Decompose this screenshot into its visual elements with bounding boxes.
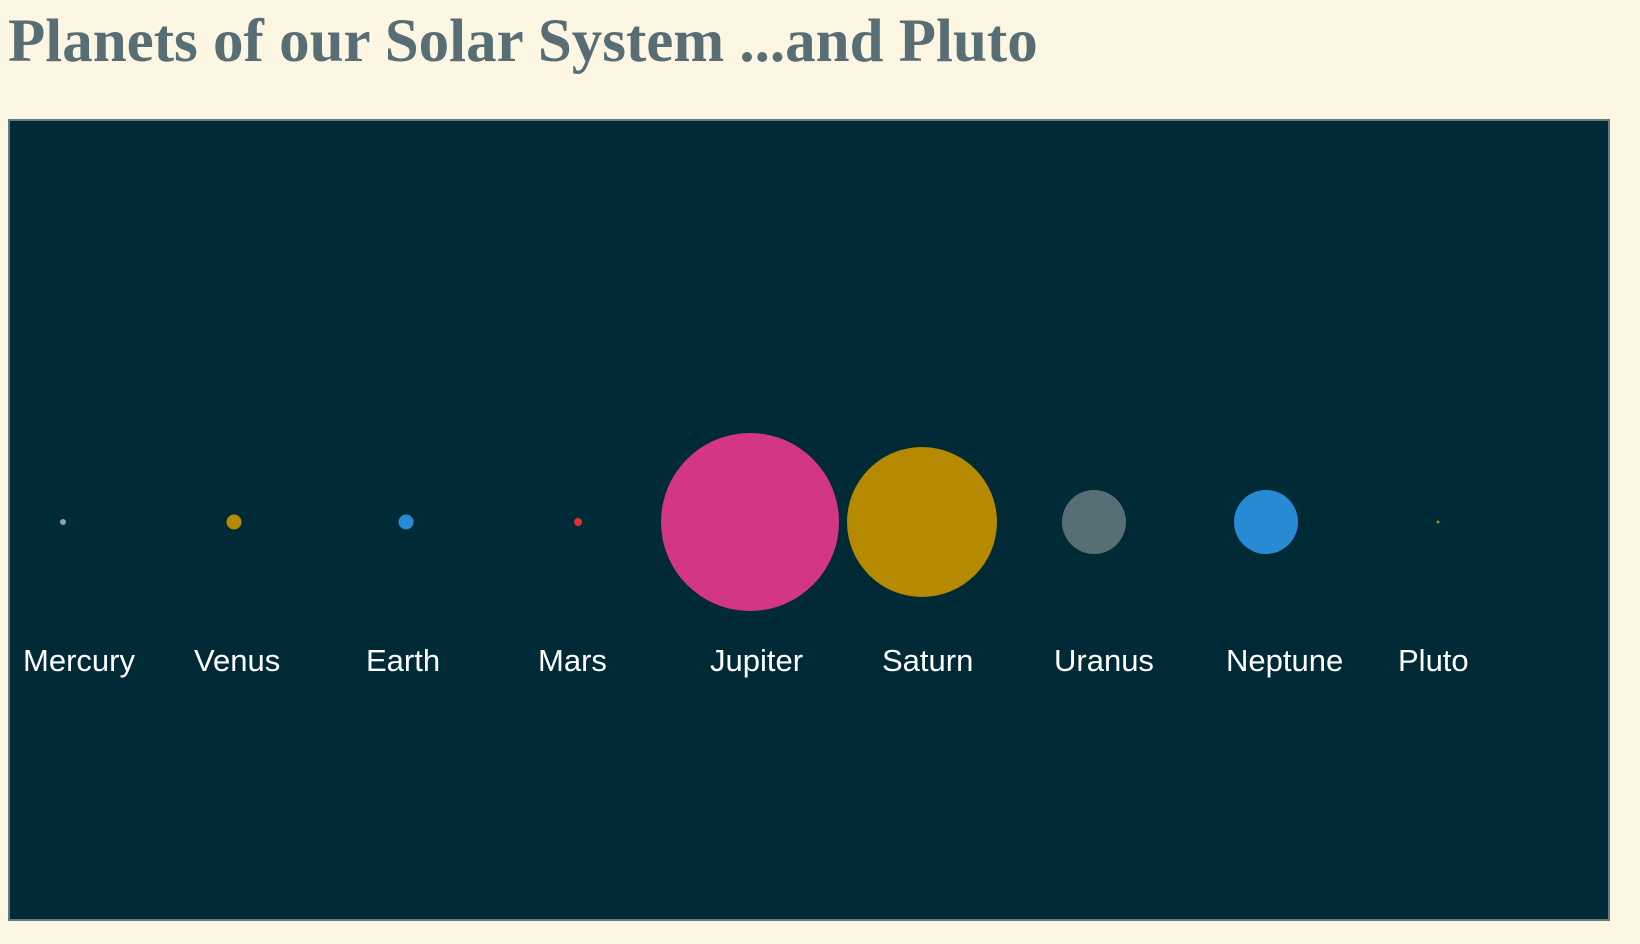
page-title: Planets of our Solar System ...and Pluto (8, 8, 1038, 75)
planet-label-mercury: Mercury (23, 643, 135, 678)
planet-saturn: Saturn (847, 447, 997, 678)
planet-label-uranus: Uranus (1054, 643, 1154, 678)
planet-venus: Venus (194, 514, 280, 678)
planet-label-earth: Earth (366, 643, 440, 678)
planet-circle-venus (226, 514, 242, 530)
planet-circle-uranus (1062, 490, 1126, 554)
planet-layer: Mercury Venus Earth Mars Jupiter Saturn Uranus… (23, 433, 1469, 678)
planet-circle-jupiter (661, 433, 839, 611)
solar-system-panel: Mercury Venus Earth Mars Jupiter Saturn Uranus… (8, 119, 1610, 921)
planet-label-venus: Venus (194, 643, 280, 678)
planet-label-jupiter: Jupiter (710, 643, 803, 678)
planet-pluto: Pluto (1398, 520, 1469, 678)
planet-label-mars: Mars (538, 643, 607, 678)
planet-earth: Earth (366, 514, 440, 678)
planet-label-neptune: Neptune (1226, 643, 1343, 678)
planet-mercury: Mercury (23, 519, 135, 678)
planet-jupiter: Jupiter (661, 433, 839, 678)
planet-circle-earth (398, 514, 414, 530)
planet-circle-mars (574, 518, 582, 526)
planet-label-saturn: Saturn (882, 643, 973, 678)
planet-circle-pluto (1436, 520, 1440, 524)
planet-circle-saturn (847, 447, 997, 597)
planet-circle-neptune (1234, 490, 1298, 554)
planet-circle-mercury (60, 519, 66, 525)
planet-mars: Mars (538, 518, 607, 678)
planet-label-pluto: Pluto (1398, 643, 1469, 678)
planet-uranus: Uranus (1054, 490, 1154, 678)
planet-diagram: Mercury Venus Earth Mars Jupiter Saturn Uranus… (23, 433, 1469, 678)
planet-neptune: Neptune (1226, 490, 1343, 678)
